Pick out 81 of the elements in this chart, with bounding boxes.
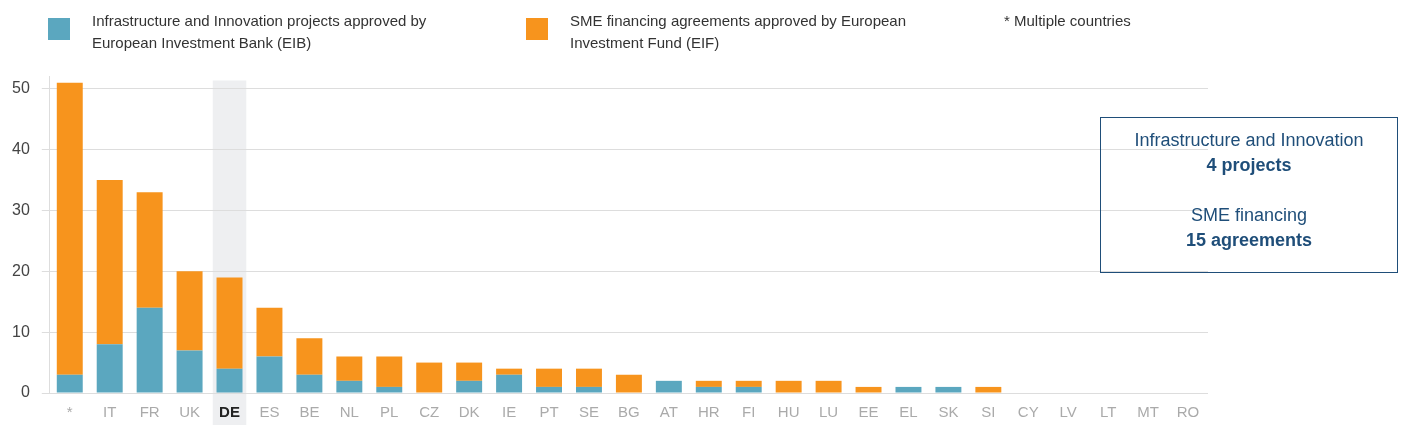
- bar: [376, 356, 403, 387]
- bar: [336, 380, 363, 393]
- bar: [216, 277, 243, 369]
- x-tick-label: RO: [1176, 403, 1200, 421]
- bar: [56, 82, 83, 375]
- x-tick-label: LV: [1059, 403, 1077, 421]
- bar: [176, 350, 203, 393]
- bar: [575, 368, 602, 387]
- bar: [56, 374, 83, 393]
- x-tick-label: DK: [458, 403, 480, 421]
- bar: [496, 374, 523, 393]
- x-tick-label: BG: [618, 403, 640, 421]
- bar: [575, 386, 602, 393]
- annotation: SME financing: [1189, 204, 1309, 227]
- x-tick-label: ES: [259, 403, 280, 421]
- bar: [136, 307, 163, 393]
- bar: [256, 307, 283, 357]
- bar: [615, 374, 642, 393]
- x-tick-label: AT: [659, 403, 678, 421]
- bar: [96, 344, 123, 393]
- x-tick-label: IE: [501, 403, 517, 421]
- x-tick-label: NL: [339, 403, 359, 421]
- bar: [775, 380, 802, 393]
- x-tick-label: PT: [539, 403, 559, 421]
- x-tick-label: SE: [578, 403, 599, 421]
- bar: [536, 368, 562, 387]
- x-tick-label: CY: [1017, 403, 1039, 421]
- bar: [695, 386, 722, 393]
- x-tick-label: *: [66, 403, 73, 421]
- y-tick-label: 20: [12, 261, 30, 279]
- bar: [336, 356, 363, 381]
- x-tick-label: SK: [938, 403, 959, 421]
- x-tick-label: LT: [1099, 403, 1117, 421]
- x-tick-label: IT: [103, 403, 117, 421]
- x-tick-label: SI: [981, 403, 996, 421]
- y-tick-label: 10: [12, 322, 30, 340]
- x-tick-label: EE: [858, 403, 879, 421]
- annotation: 4 projects: [1205, 154, 1293, 177]
- bar: [96, 180, 123, 345]
- x-tick-label: EL: [899, 403, 918, 421]
- x-tick-label: LU: [818, 403, 839, 421]
- x-tick-label: HU: [777, 403, 800, 421]
- bar: [456, 380, 483, 393]
- y-tick-label: 50: [12, 79, 30, 97]
- bar: [296, 374, 323, 393]
- bar: [815, 380, 842, 393]
- bar: [655, 380, 682, 393]
- text: * Multiple countries: [1004, 11, 1131, 31]
- x-tick-label: FI: [742, 403, 756, 421]
- bar: [416, 362, 443, 393]
- x-tick-label: PL: [380, 403, 399, 421]
- annotation: Infrastructure and Innovation: [1133, 129, 1365, 152]
- bar: [456, 362, 483, 381]
- x-tick-label: MT: [1137, 403, 1159, 421]
- bar: [376, 386, 403, 393]
- x-tick-label: UK: [179, 403, 200, 421]
- bar: [735, 386, 762, 393]
- bar: [296, 338, 323, 375]
- x-tick-label: FR: [139, 403, 160, 421]
- bar: [136, 192, 163, 308]
- bar: [216, 368, 243, 393]
- bar: [496, 368, 523, 375]
- bar: [975, 386, 1002, 393]
- bar: [895, 386, 922, 393]
- bar: [176, 271, 203, 351]
- annotation: 15 agreements: [1184, 229, 1314, 252]
- bar: [695, 380, 722, 387]
- bar: [935, 386, 962, 393]
- bar: [735, 380, 762, 387]
- y-tick-label: 30: [12, 200, 30, 218]
- x-tick-label: HR: [697, 403, 720, 421]
- bar: [855, 386, 882, 393]
- x-tick-label: BE: [299, 403, 320, 421]
- y-tick-label: 40: [12, 140, 30, 158]
- legend-label: Infrastructure and Innovation projects approved by European Investment Bank (EIB): [92, 11, 428, 53]
- legend-label: SME financing agreements approved by European Investment Fund (EIF): [570, 11, 908, 53]
- x-tick-label: CZ: [419, 403, 440, 421]
- x-tick-label: DE: [219, 403, 240, 421]
- bar: [256, 356, 283, 393]
- bar: [536, 386, 562, 393]
- y-tick-label: 0: [20, 383, 30, 401]
